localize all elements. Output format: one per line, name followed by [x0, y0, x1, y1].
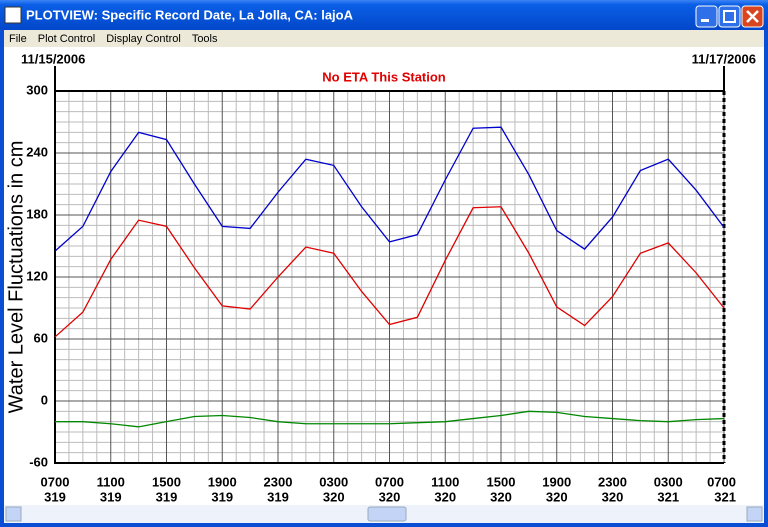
x-tick-day: 321	[714, 489, 736, 504]
scroll-thumb[interactable]	[367, 506, 407, 522]
x-tick-label: 0300	[319, 474, 348, 489]
minimize-button[interactable]	[695, 5, 718, 28]
x-tick-label: 0300	[654, 474, 683, 489]
x-tick-label: 0700	[707, 474, 736, 489]
menu-item[interactable]: File	[9, 33, 27, 45]
x-tick-day: 319	[100, 489, 122, 504]
y-tick-label: 120	[26, 268, 48, 283]
maximize-icon	[723, 10, 736, 23]
x-tick-label: 0700	[41, 474, 70, 489]
x-tick-day: 320	[546, 489, 568, 504]
x-tick-day: 319	[211, 489, 233, 504]
x-tick-label: 1500	[152, 474, 181, 489]
data-line	[54, 126, 725, 252]
window-buttons	[695, 5, 764, 28]
x-tick-label: 1900	[542, 474, 571, 489]
end-date: 11/17/2006	[692, 51, 756, 66]
y-tick-label: 240	[26, 144, 48, 159]
annotation: No ETA This Station	[322, 69, 446, 84]
y-axis-label: Water Level Fluctuations in cm	[5, 141, 27, 414]
x-tick-label: 1100	[97, 474, 125, 489]
menu-item[interactable]: Display Control	[106, 33, 181, 45]
menu-item[interactable]: Tools	[192, 33, 218, 45]
x-tick-day: 320	[602, 489, 624, 504]
x-tick-label: 1100	[431, 474, 459, 489]
plot: -600601201802403000700319110031915003191…	[5, 51, 756, 504]
x-tick-label: 1500	[487, 474, 516, 489]
data-line	[54, 206, 725, 338]
app-icon	[4, 6, 22, 24]
scroll-left[interactable]	[5, 506, 22, 522]
start-date: 11/15/2006	[21, 51, 85, 66]
x-tick-day: 319	[156, 489, 178, 504]
title-bar	[0, 0, 768, 30]
y-tick-label: 60	[34, 330, 48, 345]
x-tick-label: 0700	[375, 474, 404, 489]
maximize-button[interactable]	[718, 5, 741, 28]
y-tick-label: 300	[26, 82, 48, 97]
x-tick-label: 2300	[598, 474, 627, 489]
x-tick-label: 2300	[264, 474, 293, 489]
menu: File Plot Control Display Control Tools	[9, 33, 218, 45]
data-line	[55, 410, 725, 428]
x-tick-label: 1900	[208, 474, 237, 489]
chart-area	[4, 47, 764, 505]
x-tick-day: 321	[657, 489, 679, 504]
menu-bar	[4, 30, 764, 47]
x-tick-day: 319	[44, 489, 66, 504]
window-title: PLOTVIEW: Specific Record Date, La Jolla…	[26, 7, 354, 22]
x-tick-day: 320	[323, 489, 345, 504]
x-tick-day: 319	[267, 489, 289, 504]
y-tick-label: 180	[26, 206, 48, 221]
y-tick-label: 0	[41, 392, 48, 407]
y-tick-label: -60	[29, 454, 48, 469]
x-tick-day: 320	[379, 489, 401, 504]
plot-border	[54, 90, 724, 464]
menu-item[interactable]: Plot Control	[38, 33, 95, 45]
close-icon	[746, 10, 759, 23]
scroll-right[interactable]	[746, 506, 763, 522]
x-tick-day: 320	[434, 489, 456, 504]
minimize-icon	[701, 19, 709, 22]
x-tick-day: 320	[490, 489, 512, 504]
